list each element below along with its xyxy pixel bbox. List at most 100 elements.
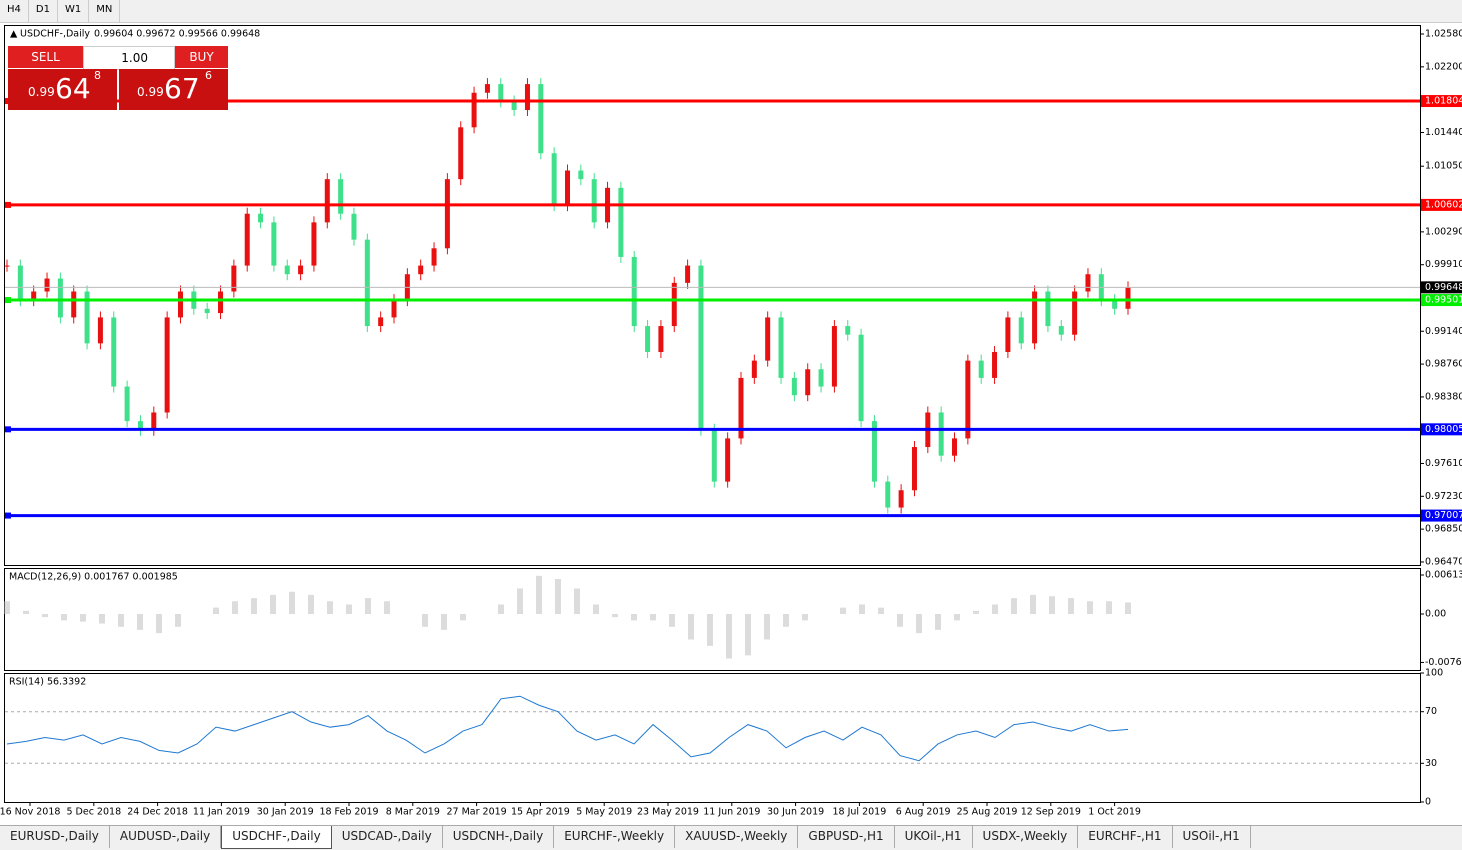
- timeframe-toolbar: H4 D1 W1 MN: [0, 0, 1462, 23]
- candle: [805, 369, 811, 396]
- timeframe-button[interactable]: MN: [89, 0, 121, 22]
- y-tick-label: 1.01050: [1425, 161, 1462, 172]
- candle: [458, 127, 464, 180]
- candle: [17, 265, 23, 301]
- x-tick-label: 6 Aug 2019: [896, 807, 951, 818]
- candle: [151, 412, 157, 430]
- x-tick-label: 8 Mar 2019: [386, 807, 440, 818]
- ask-price[interactable]: 0.99 67 6: [119, 69, 228, 110]
- level-box: [1421, 294, 1462, 307]
- candle: [351, 213, 357, 240]
- last-price-label: 0.99648: [1425, 282, 1462, 293]
- symbol-tab[interactable]: EURUSD-,Daily: [0, 826, 110, 848]
- y-tick-label: 0.97230: [1425, 491, 1462, 502]
- symbol-tab[interactable]: GBPUSD-,H1: [798, 826, 895, 848]
- timeframe-button[interactable]: W1: [58, 0, 90, 22]
- level-handle: [5, 297, 11, 304]
- candle: [1072, 291, 1078, 335]
- candle: [965, 360, 971, 439]
- bid-small: 8: [94, 69, 101, 82]
- x-tick-label: 23 May 2019: [637, 807, 699, 818]
- symbol-tab[interactable]: USDCAD-,Daily: [332, 826, 443, 848]
- candle: [631, 256, 637, 327]
- candle: [31, 291, 37, 301]
- symbol-tab[interactable]: USOil-,H1: [1173, 826, 1251, 848]
- candle: [711, 429, 717, 482]
- symbol-tab[interactable]: USDCHF-,Daily: [221, 826, 332, 849]
- level-label: 0.98005: [1425, 424, 1462, 435]
- ohlc: 0.99604 0.99672 0.99566 0.99648: [94, 29, 260, 40]
- buy-button[interactable]: BUY: [175, 46, 228, 68]
- timeframe-button[interactable]: H4: [0, 0, 29, 22]
- rsi-frame: [4, 673, 1421, 803]
- ask-main: 67: [164, 72, 200, 105]
- candle: [338, 179, 344, 214]
- y-tick-label: 0.00: [1425, 609, 1446, 620]
- candle: [271, 222, 277, 266]
- candle: [738, 377, 744, 439]
- level-handle: [5, 426, 11, 433]
- bid-big: 0.99: [28, 85, 55, 99]
- level-handle: [5, 201, 11, 208]
- symbol-tab[interactable]: EURCHF-,H1: [1078, 826, 1173, 848]
- symbol-tab[interactable]: XAUUSD-,Weekly: [675, 826, 799, 848]
- candle: [818, 369, 824, 387]
- candle: [244, 213, 250, 266]
- ask-small: 6: [205, 69, 212, 82]
- candle: [84, 291, 90, 344]
- sell-button[interactable]: SELL: [8, 46, 83, 68]
- symbol-tab[interactable]: AUDUSD-,Daily: [110, 826, 222, 848]
- candle: [57, 278, 63, 318]
- candle: [671, 282, 677, 327]
- chart-title: USDCHF-,Daily: [20, 29, 90, 40]
- bid-main: 64: [55, 72, 91, 105]
- symbol-tab[interactable]: EURCHF-,Weekly: [554, 826, 676, 848]
- candle: [311, 222, 317, 266]
- level-box: [1421, 95, 1462, 108]
- y-tick-label: 0.00613: [1425, 569, 1462, 580]
- candle: [658, 326, 664, 352]
- y-tick-label: 30: [1425, 758, 1437, 769]
- level-label: 0.99501: [1425, 295, 1462, 306]
- candle: [898, 490, 904, 508]
- candle: [218, 291, 224, 314]
- y-tick-label: 70: [1425, 706, 1437, 717]
- candle: [1032, 291, 1038, 344]
- candle: [364, 239, 370, 327]
- candle: [231, 265, 237, 292]
- candle: [164, 317, 170, 413]
- macd-title: MACD(12,26,9) 0.001767 0.001985: [9, 572, 178, 583]
- x-tick-label: 24 Dec 2018: [127, 807, 188, 818]
- candle: [204, 308, 210, 314]
- candle: [284, 265, 290, 275]
- candle: [298, 265, 304, 275]
- y-tick-label: 0.97610: [1425, 458, 1462, 469]
- level-box: [1421, 423, 1462, 436]
- y-tick-label: 0: [1425, 797, 1431, 808]
- symbol-tab[interactable]: USDCNH-,Daily: [443, 826, 555, 848]
- symbol-tab[interactable]: UKOil-,H1: [895, 826, 973, 848]
- candle: [831, 326, 837, 387]
- x-tick-label: 18 Jul 2019: [833, 807, 887, 818]
- candle: [751, 360, 757, 378]
- x-tick-label: 18 Feb 2019: [319, 807, 378, 818]
- y-tick-label: 1.02200: [1425, 61, 1462, 72]
- bid-price[interactable]: 0.99 64 8: [8, 69, 117, 110]
- candle: [952, 438, 958, 456]
- ask-big: 0.99: [137, 85, 164, 99]
- y-tick-label: 100: [1425, 668, 1443, 679]
- rsi-title: RSI(14) 56.3392: [9, 677, 86, 688]
- symbol-tabs: EURUSD-,Daily AUDUSD-,Daily USDCHF-,Daily U…: [0, 825, 1462, 850]
- candle: [1085, 274, 1091, 292]
- candle: [765, 317, 771, 361]
- y-tick-label: 0.99140: [1425, 326, 1462, 337]
- candle: [418, 265, 424, 275]
- x-tick-label: 30 Jan 2019: [257, 807, 314, 818]
- trade-panel: SELL 1.00 BUY 0.99 64 8 0.99 67 6: [8, 45, 228, 110]
- candle: [871, 421, 877, 482]
- symbol-tab[interactable]: USDX-,Weekly: [973, 826, 1079, 848]
- timeframe-button[interactable]: D1: [29, 0, 58, 22]
- candle: [391, 300, 397, 318]
- x-tick-label: 11 Jan 2019: [193, 807, 250, 818]
- candle: [511, 101, 517, 111]
